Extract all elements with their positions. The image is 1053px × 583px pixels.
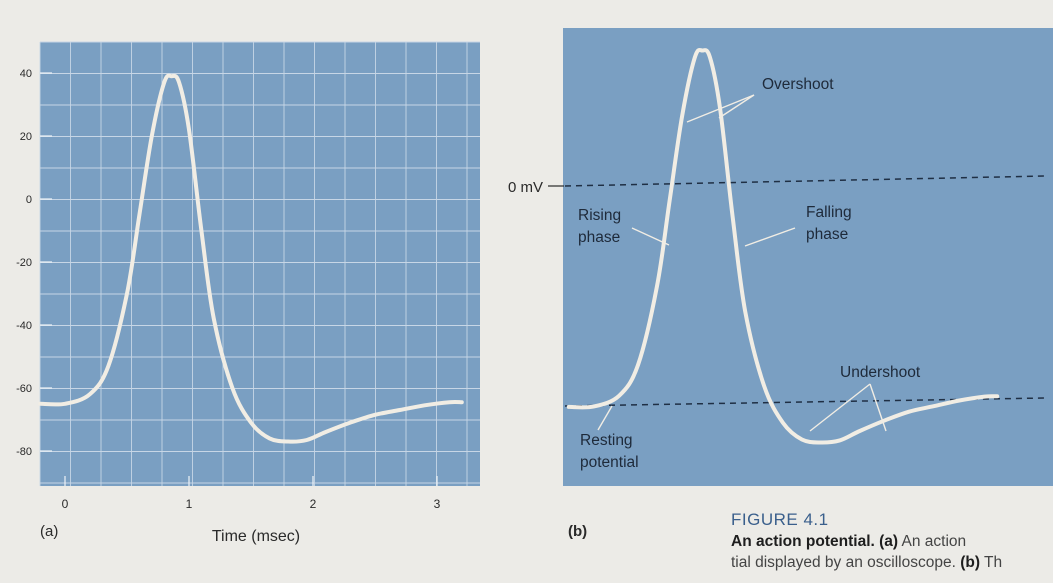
y-tick-label: -60 [16, 383, 32, 395]
falling-phase-annotation-line2: phase [806, 226, 848, 243]
panel-b: 0 mV Overshoot Rising phase Falling phas… [508, 28, 1053, 540]
panel-a-ticks [40, 72, 438, 486]
x-tick-label: 3 [434, 497, 441, 511]
caption-part-a-text: An action [898, 533, 967, 550]
panel-a-y-tick-labels: 40 20 0 -20 -40 -60 -80 [16, 68, 32, 458]
panel-a-grid [39, 41, 480, 486]
overshoot-leader-rising [686, 94, 755, 123]
panel-a-x-axis-label: Time (msec) [212, 528, 300, 545]
panel-a-label: (a) [40, 523, 58, 540]
caption-line-2: tial displayed by an oscilloscope. (b) T… [731, 554, 1002, 572]
rising-phase-annotation-line2: phase [578, 229, 620, 246]
x-tick-label: 1 [186, 497, 193, 511]
panel-a-x-tick-labels: 0 1 2 3 [62, 497, 441, 511]
panel-a-series-line [38, 73, 464, 444]
y-tick-label: -20 [16, 257, 32, 269]
panel-b-background [563, 28, 1053, 486]
resting-potential-leader [597, 405, 613, 431]
falling-phase-leader [744, 227, 796, 247]
resting-potential-annotation-line1: Resting [580, 432, 633, 449]
figure-number: FIGURE 4.1 [731, 510, 829, 529]
y-tick-label: -80 [16, 446, 32, 458]
rising-phase-annotation-line1: Rising [578, 207, 621, 224]
panel-b-label: (b) [568, 523, 587, 540]
rising-phase-leader [631, 227, 670, 246]
x-tick-label: 2 [310, 497, 317, 511]
y-tick-label: 20 [20, 131, 32, 143]
caption-part-b-label: (b) [960, 554, 980, 571]
y-tick-label: -40 [16, 320, 32, 332]
overshoot-leader-falling [718, 94, 755, 119]
undershoot-annotation: Undershoot [840, 364, 921, 381]
caption-title: An action potential. [731, 533, 875, 550]
panel-a: 40 20 0 -20 -40 -60 -80 0 1 2 3 (a) Time (msec) [16, 41, 480, 545]
undershoot-leader-left [809, 383, 871, 432]
zero-mv-label: 0 mV [508, 179, 543, 196]
resting-potential-annotation-line2: potential [580, 454, 639, 471]
x-tick-label: 0 [62, 497, 69, 511]
falling-phase-annotation-line1: Falling [806, 204, 852, 221]
caption-line-2-text: tial displayed by an oscilloscope. [731, 554, 961, 571]
panel-a-background [40, 42, 480, 486]
caption-line-1: An action potential. (a) An action [731, 533, 966, 551]
overshoot-annotation: Overshoot [762, 76, 834, 93]
caption-part-b-text: Th [979, 554, 1003, 571]
caption-part-a-label: (a) [879, 533, 899, 550]
y-tick-label: 40 [20, 68, 32, 80]
panel-b-series-line [566, 47, 1000, 445]
y-tick-label: 0 [26, 194, 32, 206]
undershoot-leader-right [869, 383, 887, 432]
zero-mv-reference-line [564, 175, 1046, 187]
